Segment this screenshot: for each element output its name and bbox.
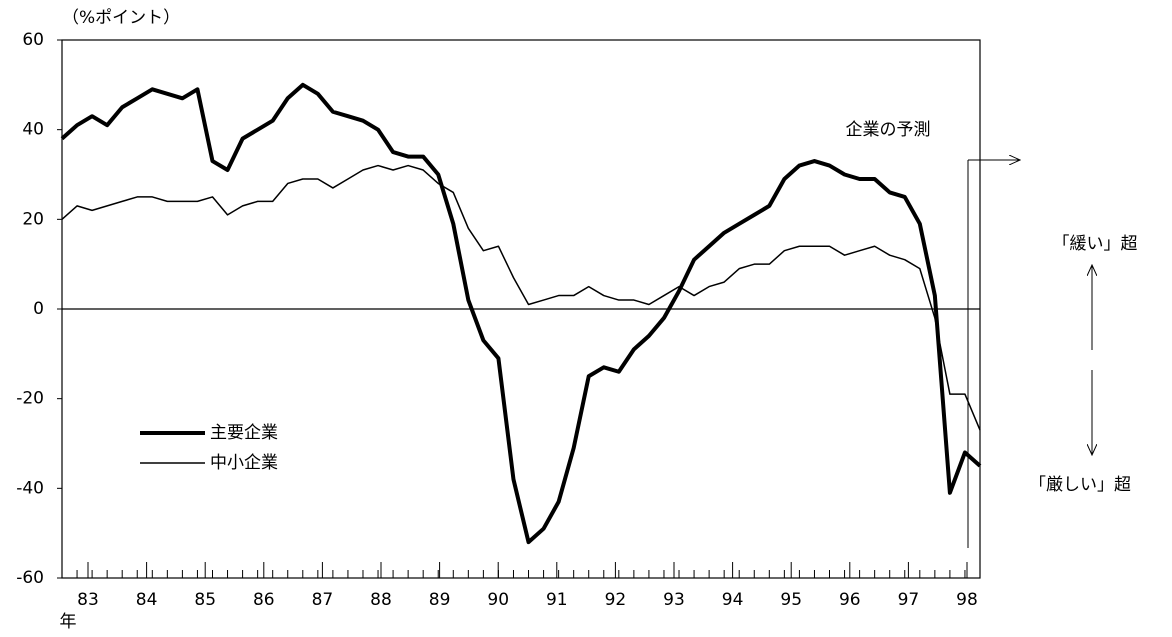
y-tick-label: 60 — [22, 30, 44, 50]
x-tick-label: 94 — [722, 590, 744, 610]
y-tick-label: -20 — [16, 389, 44, 409]
x-tick-label: 85 — [194, 590, 216, 610]
y-tick-label: -60 — [16, 568, 44, 588]
series-line — [61, 164, 981, 431]
x-tick-label: 98 — [956, 590, 978, 610]
y-tick-label: 0 — [33, 299, 44, 319]
loose-label: 「緩い」超 — [1053, 234, 1138, 254]
y-tick-label: -40 — [16, 478, 44, 498]
x-tick-label: 97 — [898, 590, 920, 610]
legend-label: 主要企業 — [210, 423, 278, 443]
x-tick-label: 91 — [546, 590, 568, 610]
x-tick-label: 88 — [370, 590, 392, 610]
x-tick-label: 84 — [136, 590, 158, 610]
x-tick-label: 83 — [77, 590, 99, 610]
series-line — [60, 82, 982, 545]
legend-label: 中小企業 — [210, 453, 278, 473]
x-tick-label: 95 — [780, 590, 802, 610]
x-unit: 年 — [60, 612, 77, 632]
forecast-label: 企業の予測 — [846, 120, 931, 140]
x-tick-label: 92 — [605, 590, 627, 610]
y-tick-label: 20 — [22, 209, 44, 229]
y-tick-label: 40 — [22, 120, 44, 140]
x-tick-label: 93 — [663, 590, 685, 610]
x-tick-label: 89 — [429, 590, 451, 610]
x-tick-label: 86 — [253, 590, 275, 610]
unit-label: （%ポイント） — [62, 8, 180, 28]
x-tick-label: 96 — [839, 590, 861, 610]
x-tick-label: 90 — [487, 590, 509, 610]
x-tick-label: 87 — [312, 590, 334, 610]
tight-label: 「厳しい」超 — [1029, 475, 1131, 495]
